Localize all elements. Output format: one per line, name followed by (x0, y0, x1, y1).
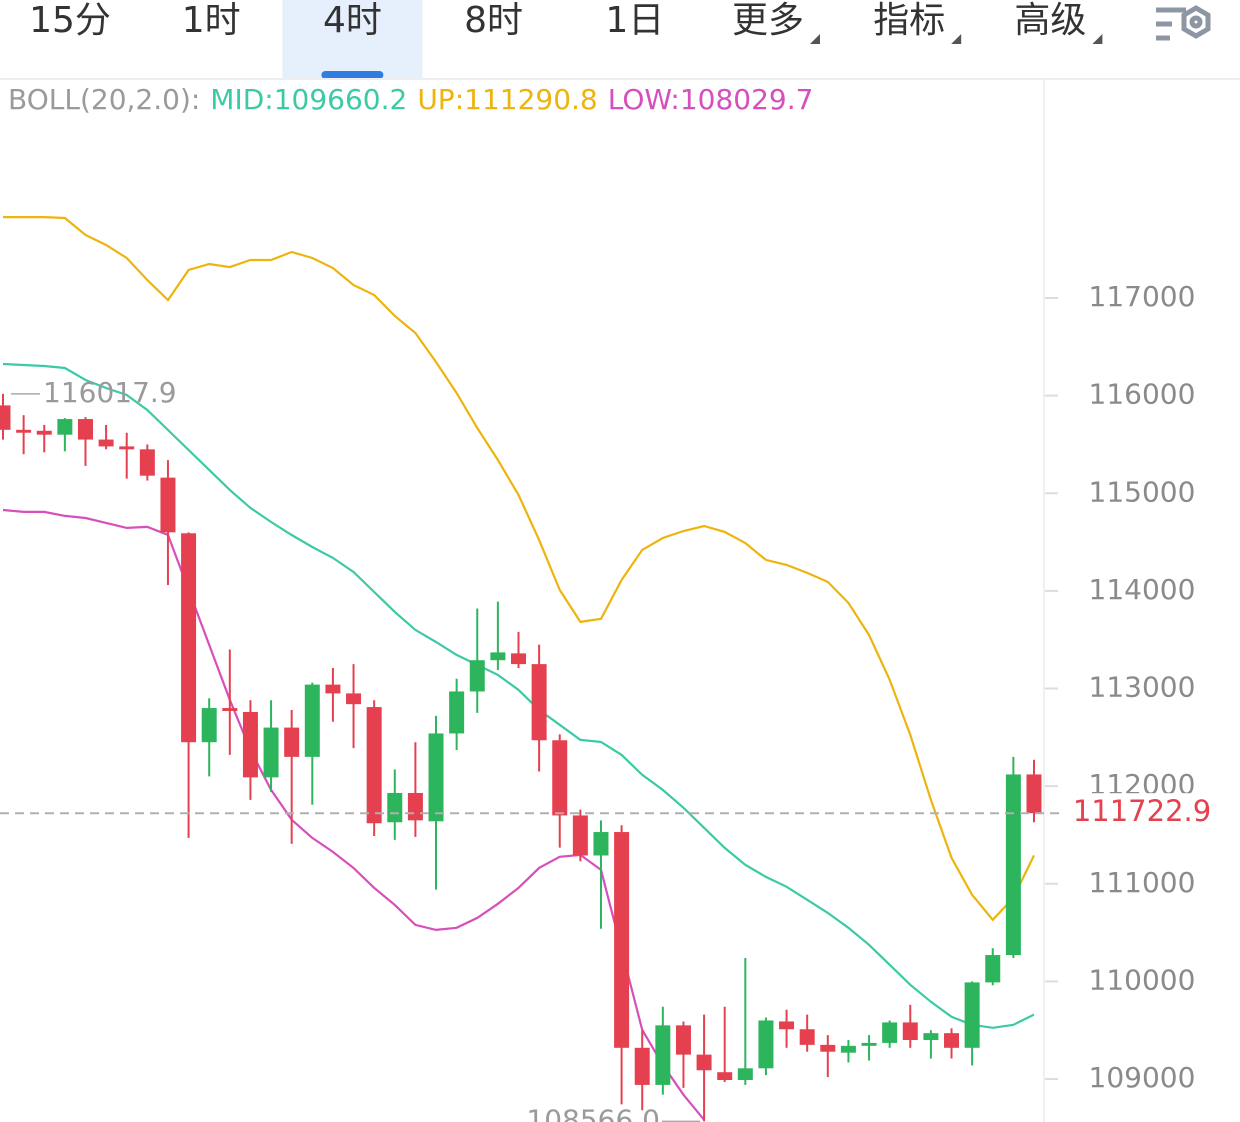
candle-body (160, 477, 176, 533)
tab[interactable]: 4时 (323, 0, 382, 41)
boll-line (2, 362, 1035, 1029)
candle-body (263, 727, 279, 778)
plot-area: 116017.9 108566.0 (0, 216, 1042, 1122)
candle-body (1005, 774, 1021, 956)
dropdown-arrow (810, 34, 820, 44)
candle-body (779, 1021, 795, 1030)
candle-body (469, 660, 485, 692)
candle-body (799, 1029, 815, 1045)
boll-line (3, 216, 1035, 922)
y-tick-label: 114000 (1089, 573, 1196, 606)
high-marker-label: 116017.9 (43, 376, 177, 409)
y-tick-label: 117000 (1089, 280, 1196, 313)
candle-body (655, 1025, 671, 1085)
candle-body (16, 429, 32, 433)
candle-body (675, 1025, 691, 1055)
y-tick-label: 113000 (1089, 671, 1196, 704)
indicator-legend: BOLL(20,2.0): MID:109660.2 UP:111290.8 LOW:… (8, 83, 813, 116)
candle-body (696, 1054, 712, 1071)
candle-body (944, 1033, 960, 1048)
low-marker-label: 108566.0 (526, 1103, 660, 1122)
y-tick-label: 109000 (1089, 1061, 1196, 1094)
active-tab-indicator (321, 71, 384, 79)
candle-body (964, 982, 980, 1048)
legend-entry: MID:109660.2 (210, 83, 407, 116)
candle-body (57, 419, 73, 435)
tab[interactable]: 指标 (873, 0, 945, 41)
indicator-label: BOLL(20,2.0): (8, 83, 200, 116)
candle-body (201, 708, 217, 743)
candle-body (304, 684, 320, 757)
candle-body (119, 446, 135, 450)
legend-entry: UP:111290.8 (417, 83, 597, 116)
candle-body (325, 684, 341, 694)
candle-body (139, 449, 155, 476)
candle-body (1026, 774, 1042, 814)
last-price-label: 111722.9 (1073, 794, 1211, 828)
candle-body (366, 707, 382, 824)
candle-body (242, 711, 258, 778)
candle-body (758, 1020, 774, 1069)
y-tick-label: 110000 (1089, 963, 1196, 996)
candle-body (511, 653, 526, 665)
tab[interactable]: 1时 (182, 0, 241, 41)
candle-body (572, 815, 588, 856)
candle-body (593, 832, 609, 856)
candle-body (428, 733, 444, 822)
candle-body (346, 693, 362, 705)
candle-body (614, 832, 630, 1048)
tab[interactable]: 更多 (732, 0, 804, 41)
candle-body (861, 1042, 877, 1046)
candle-body (737, 1068, 753, 1081)
candle-body (820, 1044, 836, 1052)
dropdown-arrow (1092, 34, 1103, 44)
candle-body (552, 740, 568, 816)
tab-bar: 15分 1时 4时 8时 1日 更多 指标 高级 (29, 0, 1103, 79)
candle-body (36, 430, 52, 435)
candle-body (634, 1047, 650, 1085)
candle-body (98, 439, 114, 447)
candle-body (985, 955, 1001, 983)
candle-body (284, 727, 300, 757)
last-price-bg (1060, 793, 1240, 834)
candle-body (77, 419, 93, 440)
tab[interactable]: 1日 (605, 0, 664, 41)
active-tab-bg (282, 0, 423, 78)
tab[interactable]: 15分 (29, 0, 111, 41)
candle-body (407, 792, 423, 821)
candle-body (902, 1022, 918, 1040)
candle-body (882, 1022, 898, 1043)
candle-body (531, 664, 547, 741)
candle-body (181, 533, 197, 743)
candle-body (222, 708, 238, 711)
legend-entry: LOW:108029.7 (608, 83, 814, 116)
settings-icon[interactable] (1156, 5, 1211, 41)
candle-body (840, 1045, 856, 1053)
y-tick-label: 111000 (1089, 866, 1196, 899)
candle-body (717, 1072, 733, 1081)
y-tick-label: 115000 (1089, 475, 1196, 508)
y-tick-label: 116000 (1089, 378, 1196, 411)
tab[interactable]: 8时 (464, 0, 523, 41)
tab[interactable]: 高级 (1014, 0, 1086, 41)
candle-body (387, 792, 403, 823)
candle-body (0, 405, 11, 430)
candle-body (490, 652, 506, 661)
candle-body (449, 691, 465, 734)
dropdown-arrow (951, 34, 962, 44)
candle-body (923, 1033, 939, 1040)
